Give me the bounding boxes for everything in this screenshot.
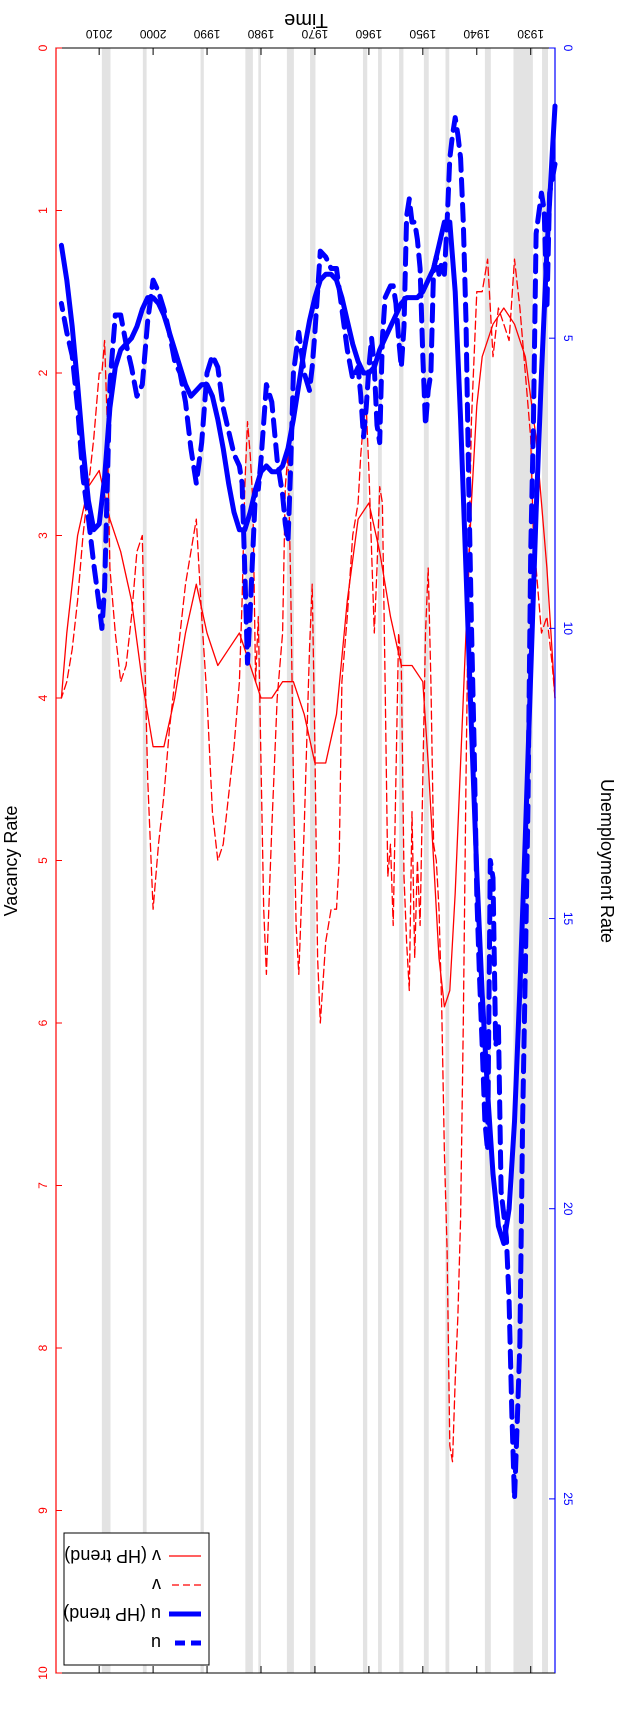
recession-band [142, 48, 147, 1673]
right-tick-label: 3 [36, 532, 50, 539]
x-tick-label: 1990 [193, 27, 220, 41]
right-tick-label: 10 [36, 1666, 50, 1680]
legend-label: u (HP trend) [63, 1604, 161, 1624]
unemployment-axis-label: Unemployment Rate [597, 779, 617, 943]
legend: u u (HP trend) v v (HP trend) [63, 1532, 210, 1666]
x-tick-label: 1970 [301, 27, 328, 41]
right-tick-label: 8 [36, 1344, 50, 1351]
right-tick-label: 2 [36, 369, 50, 376]
right-tick-label: 5 [36, 857, 50, 864]
legend-label: v [152, 1575, 161, 1595]
series-v-hp-trend-line [60, 307, 556, 1008]
series-v-line [60, 258, 556, 1463]
recession-band [245, 48, 253, 1673]
series-u-hp-trend-line [58, 103, 558, 1246]
recession-band [399, 48, 404, 1673]
left-tick-label: 0 [561, 45, 575, 52]
x-tick-label: 1930 [517, 27, 544, 41]
left-tick-label: 5 [561, 335, 575, 342]
recession-band [286, 48, 294, 1673]
recession-band [542, 48, 548, 1673]
left-tick-label: 25 [561, 1492, 575, 1506]
recession-band [423, 48, 429, 1673]
x-tick-label: 1940 [463, 27, 490, 41]
legend-label: v (HP trend) [64, 1546, 161, 1566]
right-tick-label: 4 [36, 694, 50, 701]
right-tick-label: 9 [36, 1507, 50, 1514]
x-tick-label: 2010 [85, 27, 112, 41]
x-tick-label: 1960 [355, 27, 382, 41]
right-tick-label: 0 [36, 44, 50, 51]
recession-band [445, 48, 450, 1673]
recession-band [378, 48, 382, 1673]
left-tick-label: 15 [561, 912, 575, 926]
recession-band [310, 48, 316, 1673]
right-tick-label: 1 [36, 207, 50, 214]
recession-band [258, 48, 261, 1673]
recession-band [101, 48, 111, 1673]
left-tick-label: 10 [561, 622, 575, 636]
right-tick-label: 7 [36, 1182, 50, 1189]
x-axis-label: Time [284, 9, 328, 31]
series-u-line [58, 115, 558, 1502]
x-tick-label: 1980 [247, 27, 274, 41]
x-tick-label: 2000 [139, 27, 166, 41]
recession-band [362, 48, 368, 1673]
left-tick-label: 20 [561, 1202, 575, 1216]
vacancy-axis-label: Vacancy Rate [1, 806, 21, 917]
right-tick-label: 6 [36, 1019, 50, 1026]
recession-band [200, 48, 204, 1673]
legend-label: u [151, 1633, 161, 1653]
x-tick-label: 1950 [409, 27, 436, 41]
